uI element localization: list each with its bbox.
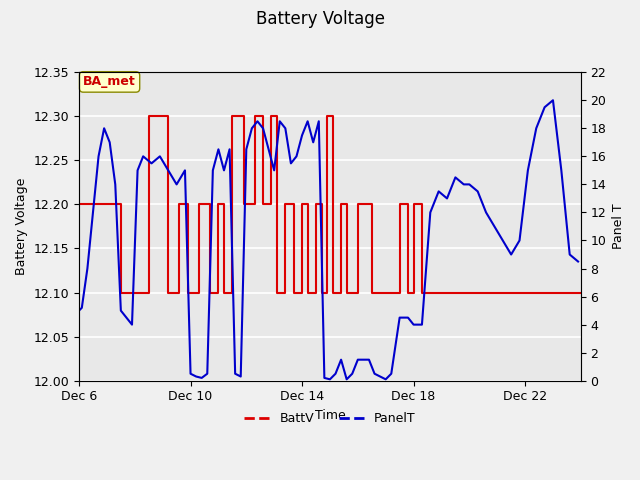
Y-axis label: Battery Voltage: Battery Voltage — [15, 178, 28, 275]
X-axis label: Time: Time — [315, 409, 346, 422]
Text: BA_met: BA_met — [83, 75, 136, 88]
Text: Battery Voltage: Battery Voltage — [255, 10, 385, 28]
Y-axis label: Panel T: Panel T — [612, 204, 625, 249]
Legend: BattV, PanelT: BattV, PanelT — [239, 407, 420, 430]
